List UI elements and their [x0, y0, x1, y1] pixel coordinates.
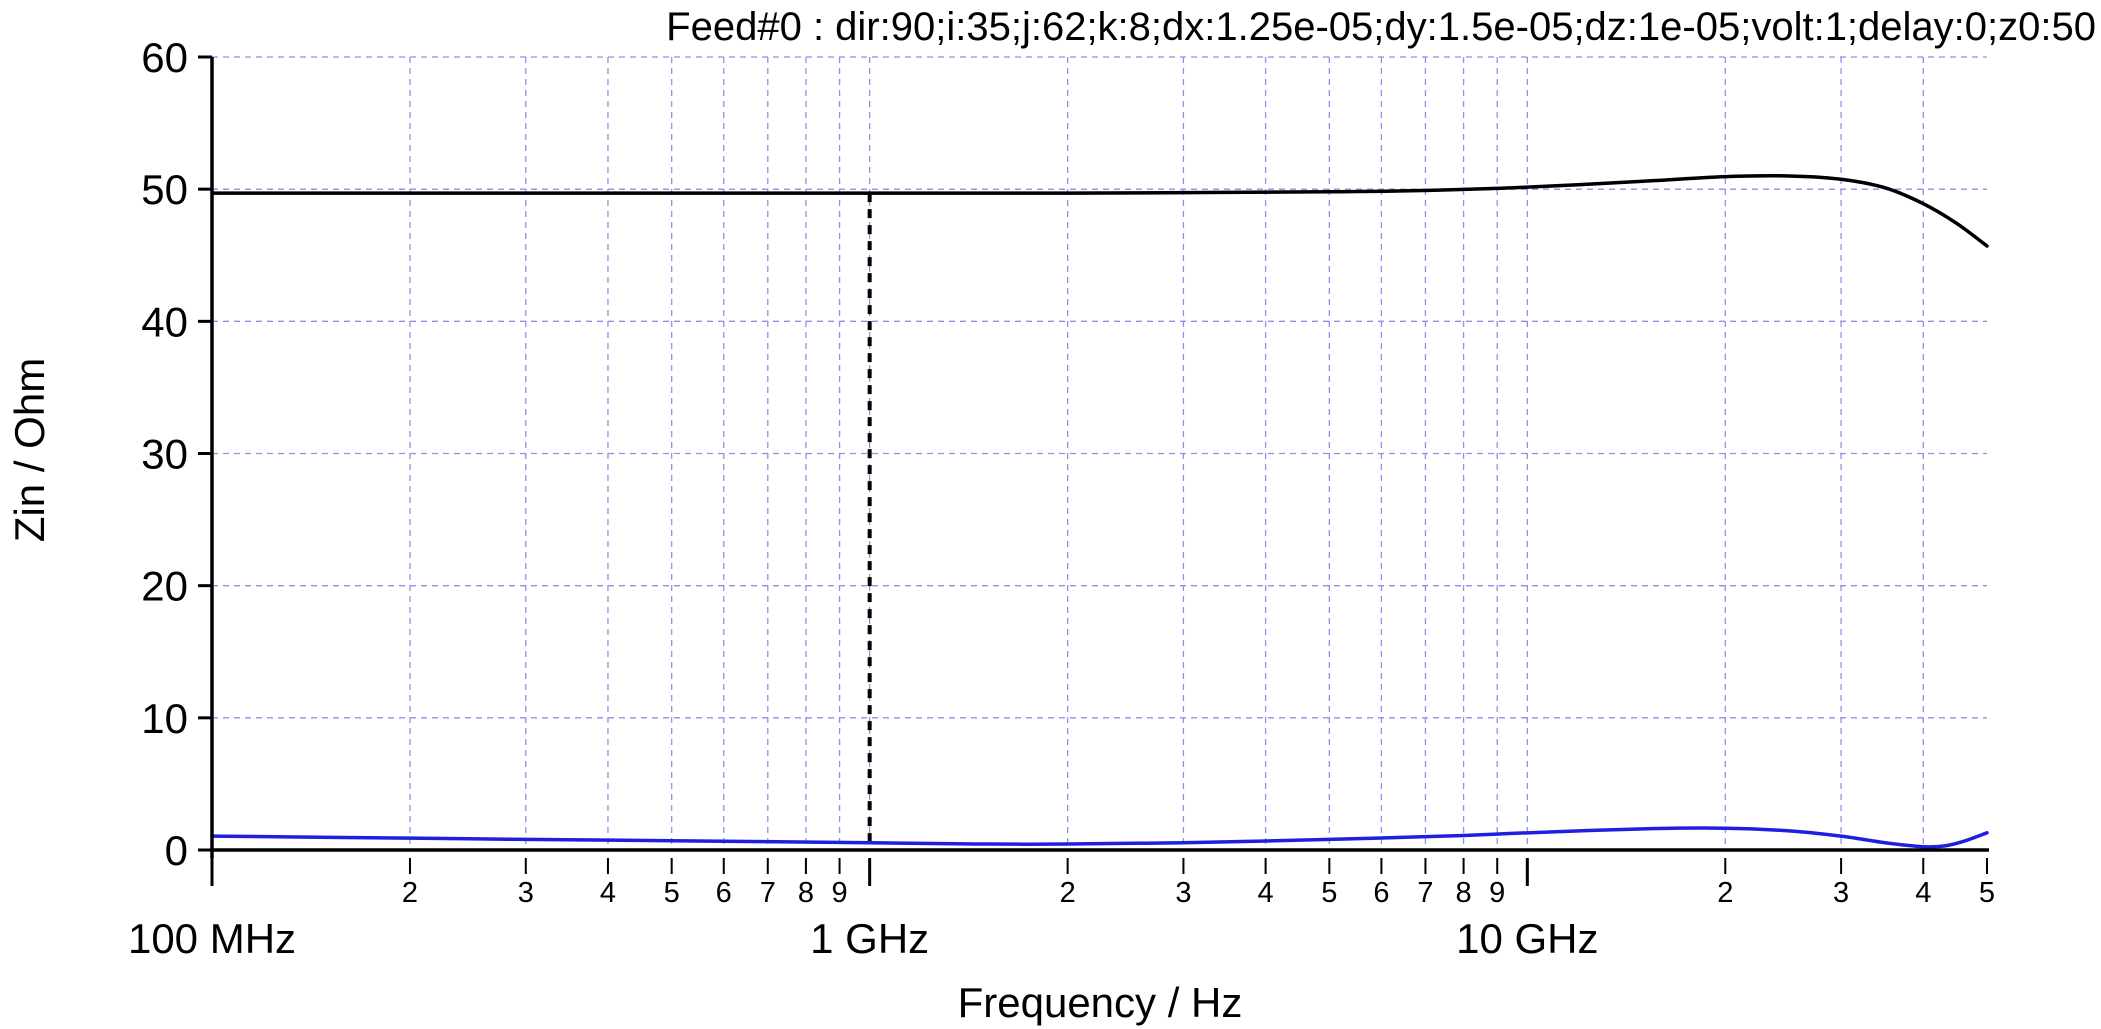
chart-title: Feed#0 : dir:90;i:35;j:62;k:8;dx:1.25e-0…	[666, 5, 2096, 49]
y-axis-label: Zin / Ohm	[6, 358, 53, 542]
axes	[198, 55, 1989, 886]
series-line-1	[210, 173, 1989, 248]
x-major-tick-label: 10 GHz	[1456, 915, 1598, 962]
x-major-tick-label: 1 GHz	[810, 915, 929, 962]
x-minor-tick-label: 7	[1417, 877, 1433, 909]
y-tick-label: 20	[141, 563, 188, 610]
x-major-tick-label: 100 MHz	[128, 915, 296, 962]
x-minor-tick-label: 3	[518, 877, 534, 909]
x-minor-tick-label: 3	[1833, 877, 1849, 909]
x-minor-tick-label: 3	[1175, 877, 1191, 909]
x-minor-tick-label: 2	[1717, 877, 1733, 909]
x-minor-tick-label: 4	[1258, 877, 1274, 909]
x-minor-tick-label: 6	[716, 877, 732, 909]
x-minor-tick-label: 9	[1489, 877, 1505, 909]
x-minor-tick-label: 5	[664, 877, 680, 909]
y-tick-label: 30	[141, 431, 188, 478]
y-tick-label: 50	[141, 166, 188, 213]
x-minor-tick-label: 6	[1373, 877, 1389, 909]
y-tick-label: 60	[141, 34, 188, 81]
series-line-2	[210, 826, 1989, 849]
x-minor-tick-label: 9	[831, 877, 847, 909]
x-minor-tick-label: 5	[1979, 877, 1995, 909]
y-tick-label: 40	[141, 298, 188, 345]
series-line-0	[210, 174, 1989, 248]
x-axis-label: Frequency / Hz	[958, 979, 1243, 1026]
x-minor-tick-label: 8	[1456, 877, 1472, 909]
x-minor-tick-label: 4	[600, 877, 616, 909]
x-minor-tick-label: 2	[402, 877, 418, 909]
x-minor-tick-label: 8	[798, 877, 814, 909]
x-minor-tick-label: 2	[1060, 877, 1076, 909]
x-minor-tick-label: 4	[1915, 877, 1931, 909]
x-minor-tick-label: 5	[1321, 877, 1337, 909]
x-minor-tick-label: 7	[760, 877, 776, 909]
series-layer	[210, 173, 1989, 849]
y-tick-label: 0	[165, 827, 188, 874]
grid-lines	[212, 56, 1987, 850]
y-tick-label: 10	[141, 695, 188, 742]
